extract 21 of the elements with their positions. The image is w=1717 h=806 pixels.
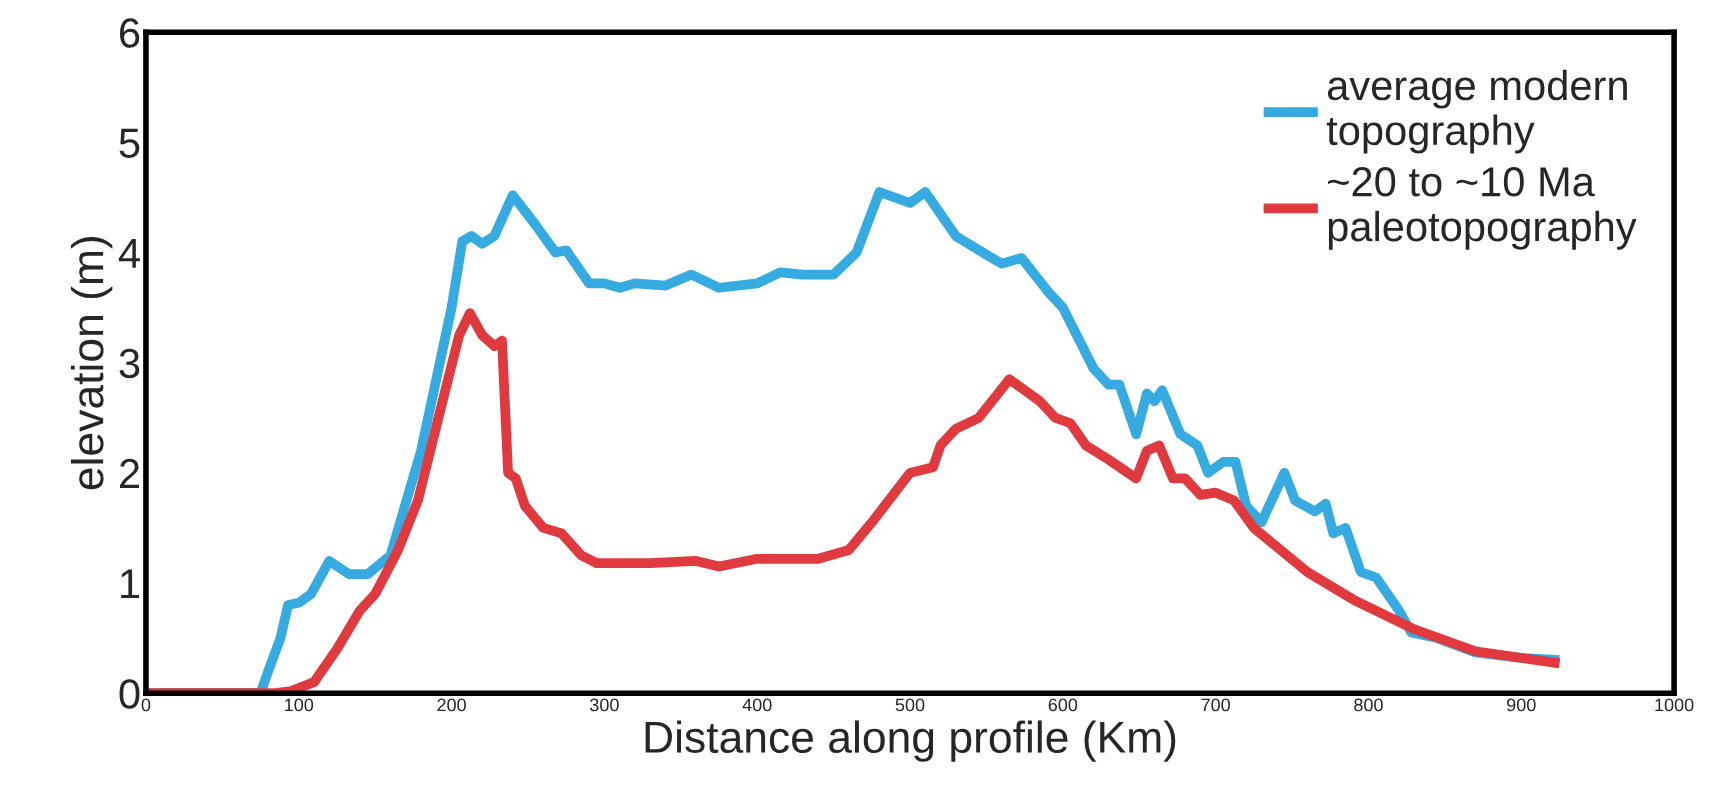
legend-label: average modern topography: [1326, 69, 1627, 154]
y-tick-label: 5: [119, 128, 140, 158]
x-tick-label: 400: [742, 698, 772, 712]
legend-label: ~20 to ~10 Ma paleotopography: [1328, 167, 1637, 250]
x-tick-label: 900: [1507, 698, 1536, 712]
x-tick-label: 700: [1201, 698, 1230, 712]
y-tick-label: 2: [120, 458, 139, 488]
x-tick-label: 500: [895, 698, 925, 712]
y-axis-title: elevation (m): [70, 237, 113, 490]
y-tick-label: 6: [120, 18, 140, 48]
x-axis-title: Distance along profile (Km): [645, 720, 1176, 762]
x-tick-label: 200: [437, 698, 466, 712]
y-tick-label: 1: [121, 569, 140, 599]
y-tick-label: 4: [118, 238, 140, 268]
x-tick-label: 800: [1354, 698, 1383, 712]
x-tick-label: 1000: [1655, 698, 1694, 712]
x-tick-label: 300: [590, 698, 619, 712]
y-tick-label: 3: [119, 348, 140, 379]
x-tick-label: 100: [285, 698, 314, 712]
x-tick-label: 600: [1048, 698, 1078, 712]
x-tick-label: 0: [141, 698, 151, 712]
